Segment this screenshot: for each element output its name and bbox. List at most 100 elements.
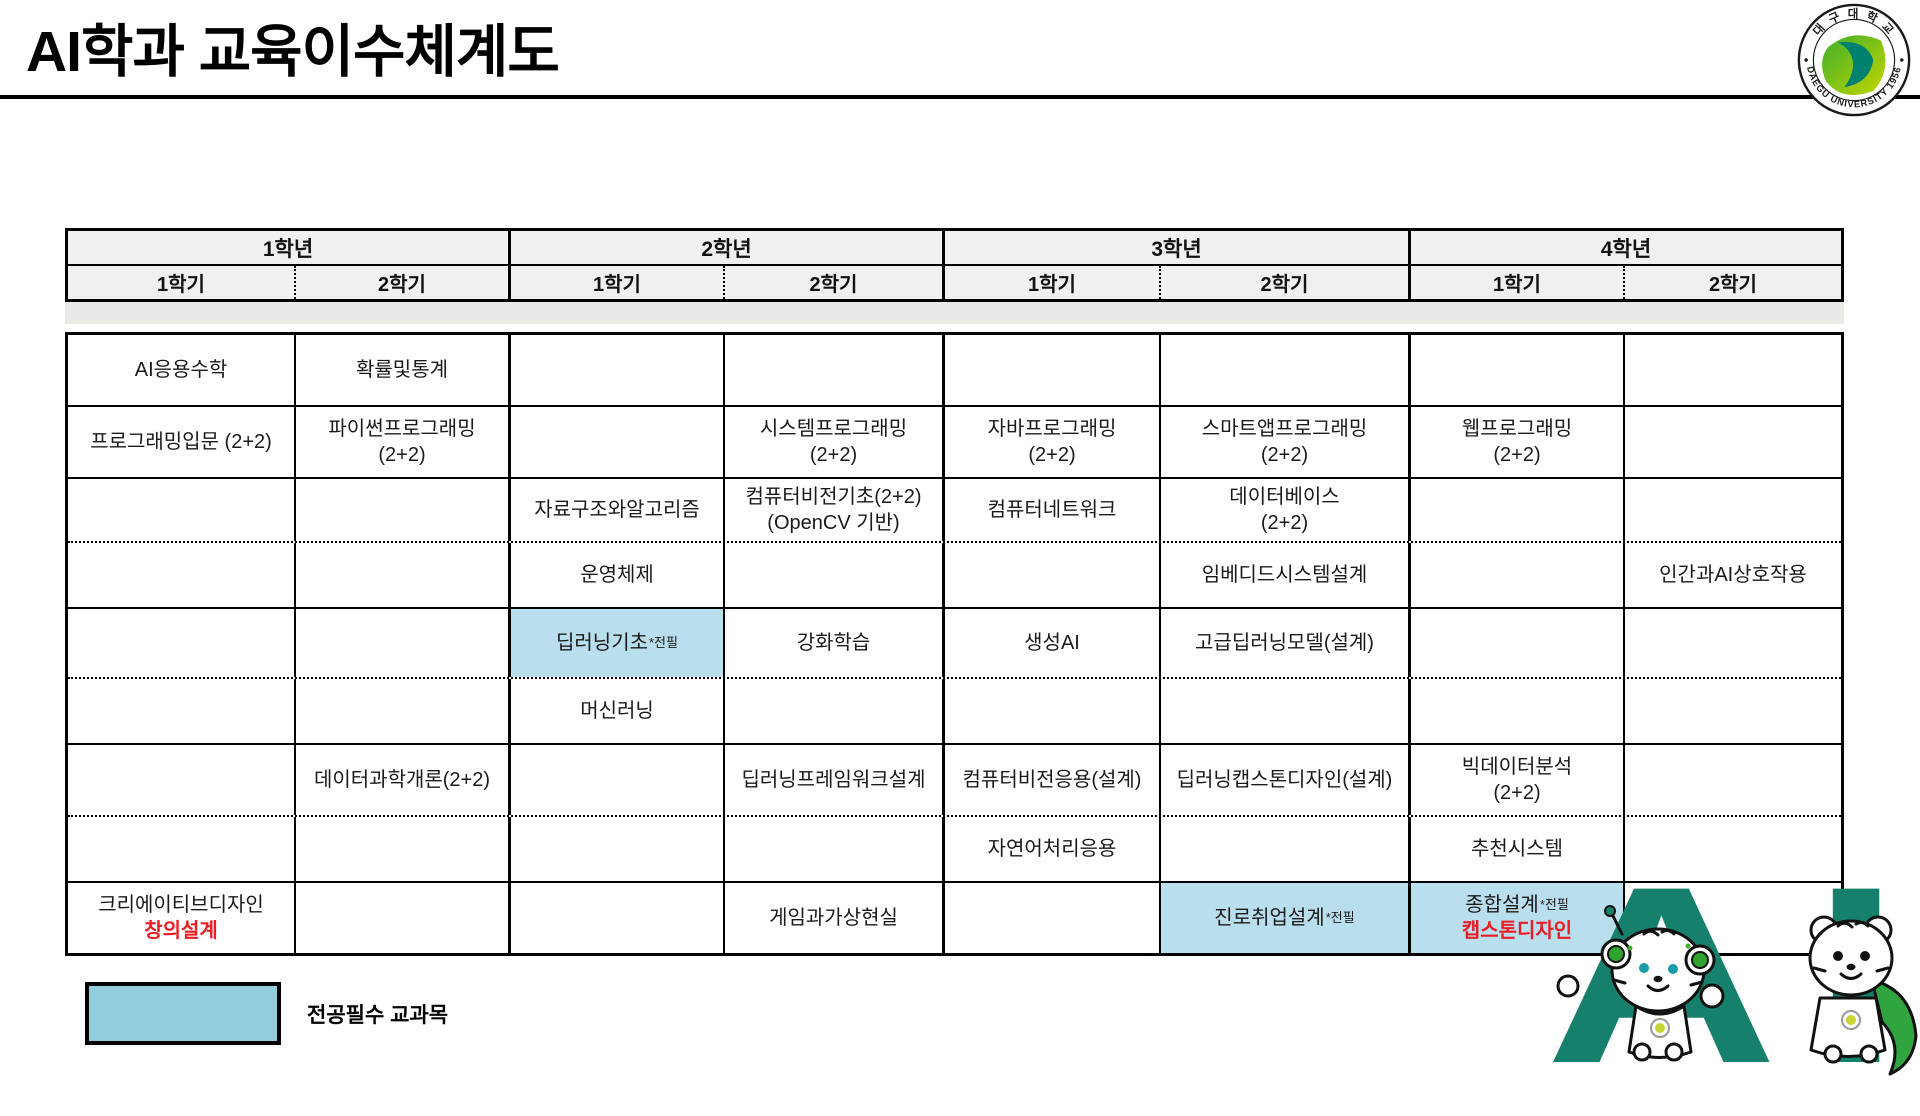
course-cell bbox=[511, 407, 725, 477]
semester-header-y4s1: 1학기 bbox=[1411, 266, 1625, 299]
course-cell bbox=[1161, 817, 1411, 881]
course-cell bbox=[725, 679, 945, 743]
course-line: (2+2) bbox=[1493, 444, 1541, 466]
course-cell: 데이터베이스 (2+2) bbox=[1161, 479, 1411, 541]
course-cell: 고급딥러닝모델(설계) bbox=[1161, 609, 1411, 677]
course-cell: 스마트앱프로그래밍 (2+2) bbox=[1161, 407, 1411, 477]
course-cell: 생성AI bbox=[945, 609, 1161, 677]
semester-header-y1s1: 1학기 bbox=[68, 266, 296, 299]
semester-header-row: 1학기 2학기 1학기 2학기 1학기 2학기 1학기 2학기 bbox=[68, 266, 1841, 299]
course-cell: 딥러닝기초*전필 bbox=[511, 609, 725, 677]
course-line: 생성AI bbox=[1024, 632, 1080, 654]
course-cell: 웹프로그래밍 (2+2) bbox=[1411, 407, 1625, 477]
course-cell bbox=[945, 883, 1161, 953]
table-header: 1학년 2학년 3학년 4학년 1학기 2학기 1학기 2학기 1학기 2학기 1학기 2학기 bbox=[65, 228, 1844, 302]
course-line: 추천시스템 bbox=[1471, 838, 1563, 860]
course-line: 데이터베이스 bbox=[1229, 486, 1340, 508]
course-cell bbox=[1625, 609, 1841, 677]
course-cell: 딥러닝캡스톤디자인(설계) bbox=[1161, 745, 1411, 815]
legend-required-swatch bbox=[85, 982, 281, 1045]
robot-tiger-mascot bbox=[1556, 905, 1725, 1062]
course-cell: 컴퓨터네트워크 bbox=[945, 479, 1161, 541]
course-line: 컴퓨터비전기초(2+2) bbox=[745, 486, 922, 508]
course-cell bbox=[1411, 479, 1625, 541]
semester-header-y1s2: 2학기 bbox=[296, 266, 511, 299]
course-cell bbox=[1625, 745, 1841, 815]
year-header-1: 1학년 bbox=[68, 231, 511, 266]
course-cell bbox=[68, 479, 296, 541]
course-cell bbox=[68, 543, 296, 607]
course-row-3: 자료구조와알고리즘 컴퓨터비전기초(2+2) (OpenCV 기반) 컴퓨터네트워크 데… bbox=[68, 479, 1841, 543]
course-line: 컴퓨터네트워크 bbox=[987, 499, 1117, 521]
course-row-4: 운영체제 임베디드시스템설계 인간과AI상호작용 bbox=[68, 543, 1841, 609]
course-cell bbox=[1161, 335, 1411, 405]
course-cell bbox=[296, 543, 511, 607]
page-title: AI학과 교육이수체계도 bbox=[26, 20, 560, 84]
course-cell bbox=[296, 479, 511, 541]
curriculum-table: 1학년 2학년 3학년 4학년 1학기 2학기 1학기 2학기 1학기 2학기 1학기 2학기 AI… bbox=[65, 228, 1844, 956]
course-line: 진로취업설계*전필 bbox=[1214, 907, 1355, 929]
course-line: 운영체제 bbox=[580, 564, 654, 586]
course-cell bbox=[1411, 679, 1625, 743]
course-cell bbox=[68, 745, 296, 815]
course-line: 빅데이터분석 bbox=[1461, 756, 1573, 778]
semester-header-y2s1: 1학기 bbox=[511, 266, 725, 299]
course-line: AI응용수학 bbox=[134, 359, 228, 381]
course-line: 웹프로그래밍 bbox=[1461, 418, 1573, 440]
course-line: 프로그래밍입문 (2+2) bbox=[90, 431, 272, 453]
course-cell bbox=[725, 817, 945, 881]
course-line: 인간과AI상호작용 bbox=[1659, 564, 1807, 586]
course-cell bbox=[725, 335, 945, 405]
course-line: 자료구조와알고리즘 bbox=[534, 499, 700, 521]
legend: 전공필수 교과목 bbox=[85, 982, 448, 1045]
legend-label: 전공필수 교과목 bbox=[307, 1003, 449, 1027]
course-line: 스마트앱프로그래밍 bbox=[1201, 418, 1368, 440]
course-line: 자연어처리응용 bbox=[987, 838, 1117, 860]
course-line: 컴퓨터비전응용(설계) bbox=[962, 769, 1142, 791]
table-spacer-band bbox=[65, 302, 1844, 324]
course-cell: 추천시스템 bbox=[1411, 817, 1625, 881]
course-cell bbox=[1625, 407, 1841, 477]
course-cell bbox=[725, 543, 945, 607]
course-cell: 강화학습 bbox=[725, 609, 945, 677]
course-line: 딥러닝기초*전필 bbox=[556, 632, 678, 654]
course-line: (2+2) bbox=[1493, 782, 1541, 804]
semester-header-y3s2: 2학기 bbox=[1161, 266, 1411, 299]
course-cell: 시스템프로그래밍 (2+2) bbox=[725, 407, 945, 477]
course-cell bbox=[945, 679, 1161, 743]
semester-header-y2s2: 2학기 bbox=[725, 266, 945, 299]
course-cell: 빅데이터분석 (2+2) bbox=[1411, 745, 1625, 815]
course-line: (2+2) bbox=[1260, 444, 1309, 466]
course-cell: 컴퓨터비전기초(2+2) (OpenCV 기반) bbox=[725, 479, 945, 541]
course-line: 크리에이티브디자인 bbox=[98, 894, 264, 916]
course-line: 강화학습 bbox=[796, 632, 871, 654]
course-line: (OpenCV 기반) bbox=[767, 512, 900, 534]
course-cell bbox=[1411, 335, 1625, 405]
course-cell: 임베디드시스템설계 bbox=[1161, 543, 1411, 607]
course-line: (2+2) bbox=[1028, 444, 1076, 466]
semester-header-y4s2: 2학기 bbox=[1709, 274, 1757, 296]
course-line: 파이썬프로그래밍 bbox=[328, 418, 476, 440]
course-line: (2+2) bbox=[809, 444, 858, 466]
course-cell: 진로취업설계*전필 bbox=[1161, 883, 1411, 953]
course-row-1: AI응용수학 확률및통계 bbox=[68, 335, 1841, 407]
course-line: 자바프로그래밍 bbox=[987, 418, 1117, 440]
course-cell bbox=[68, 609, 296, 677]
seal-emblem-d-shape bbox=[1837, 42, 1874, 88]
course-cell: 게임과가상현실 bbox=[725, 883, 945, 953]
course-cell bbox=[1625, 479, 1841, 541]
course-cell: 종합설계*전필 캡스톤디자인 bbox=[1411, 883, 1625, 953]
course-line: 딥러닝캡스톤디자인(설계) bbox=[1176, 769, 1393, 791]
year-header-row: 1학년 2학년 3학년 4학년 bbox=[68, 231, 1841, 266]
course-cell bbox=[945, 335, 1161, 405]
course-cell bbox=[945, 543, 1161, 607]
course-cell bbox=[1411, 609, 1625, 677]
course-line: 시스템프로그래밍 bbox=[759, 418, 908, 440]
course-cell: 운영체제 bbox=[511, 543, 725, 607]
course-cell: 크리에이티브디자인 창의설계 bbox=[68, 883, 296, 953]
course-cell bbox=[1625, 335, 1841, 405]
course-row-8: 자연어처리응용 추천시스템 bbox=[68, 817, 1841, 883]
course-line: 딥러닝프레임워크설계 bbox=[741, 769, 926, 791]
course-cell: 딥러닝프레임워크설계 bbox=[725, 745, 945, 815]
course-cell: 컴퓨터비전응용(설계) bbox=[945, 745, 1161, 815]
